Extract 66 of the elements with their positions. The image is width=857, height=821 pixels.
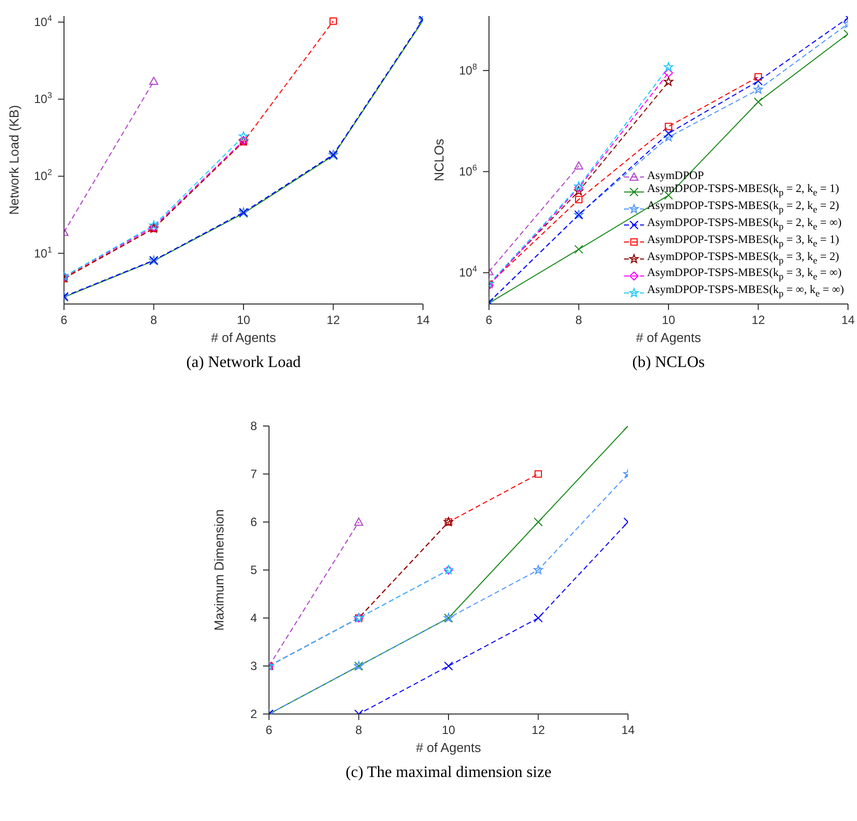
legend-label: AsymDPOP-TSPS-MBES(k$_{p}$ = 3, k$_{e}$ = 2) [647,250,840,268]
y-tick-label: 10$^{8}$ [458,62,478,78]
text: (b) NCLOs [631,354,706,372]
x-axis-title: # of Agents [210,330,277,345]
legend-label: AsymDPOP-TSPS-MBES(k$_{p}$ = 2, k$_{e}$ = ∞) [647,217,842,234]
point [574,244,584,254]
y-tick-label: 2 [250,707,258,721]
y-axis-title: Maximum Dimension [212,509,227,631]
point [664,128,673,138]
point [754,97,763,106]
x-tick-label: 8 [355,723,362,737]
y-tick-label: 10$^{1}$ [34,244,52,260]
point [534,470,542,478]
point [664,122,672,130]
x-tick-label: 10 [662,313,676,327]
x-tick-label: 8 [150,313,158,327]
x-tick-label: 14 [621,723,635,737]
y-tick-label: 7 [250,467,258,481]
x-tick-label: 10 [236,313,250,327]
point [664,62,674,72]
x-tick-label: 8 [575,313,582,327]
point [330,17,337,25]
y-axis-title: NCLOs [432,138,447,182]
x-tick-label: 6 [266,723,273,737]
point [444,662,453,670]
x-axis-title: # of Agents [416,740,482,755]
x-tick-label: 14 [416,313,430,327]
point [534,614,543,622]
y-tick-label: 5 [250,563,258,577]
point [664,76,674,86]
x-axis-title: # of Agents [636,330,702,345]
y-tick-label: 3 [250,659,258,673]
point [754,84,763,94]
text: (a) Network Load [185,354,302,372]
x-tick-label: 12 [752,313,766,327]
legend-label: AsymDPOP-TSPS-MBES(k$_{p}$ = 3, k$_{e}$ = ∞) [647,267,842,284]
y-tick-label: 4 [250,611,258,625]
y-tick-label: 10$^{3}$ [34,90,52,106]
point [574,183,584,192]
x-tick-label: 10 [442,723,456,737]
y-axis-title: Network Load (KB) [6,105,22,215]
x-tick-label: 12 [326,313,340,327]
point [149,220,158,230]
point [575,196,582,204]
point [754,73,762,81]
point [534,565,543,574]
x-tick-label: 12 [532,723,546,737]
x-tick-label: 6 [60,313,68,327]
legend-label: AsymDPOP-TSPS-MBES(k$_{p}$ = 3, k$_{e}$ = 1) [647,234,840,251]
y-tick-label: 8 [250,419,258,433]
y-tick-label: 10$^{6}$ [458,162,478,179]
point [238,131,248,140]
y-tick-label: 6 [250,515,258,529]
y-tick-label: 10$^{2}$ [34,167,52,184]
legend-label: AsymDPOP-TSPS-MBES(k$_{p}$ = ∞, k$_{e}$ = ∞) [647,284,844,301]
point [754,76,763,86]
point [664,68,673,78]
point [534,518,543,526]
y-tick-label: 10$^{4}$ [34,13,52,30]
legend-label: AsymDPOP-TSPS-MBES(k$_{p}$ = 2, k$_{e}$ = 2) [647,200,840,218]
text: (c) The maximal dimension size [344,764,552,782]
point [664,132,674,142]
x-tick-label: 6 [486,313,493,327]
y-tick-label: 10$^{4}$ [458,264,478,280]
point [574,186,584,196]
x-tick-label: 14 [841,313,855,327]
